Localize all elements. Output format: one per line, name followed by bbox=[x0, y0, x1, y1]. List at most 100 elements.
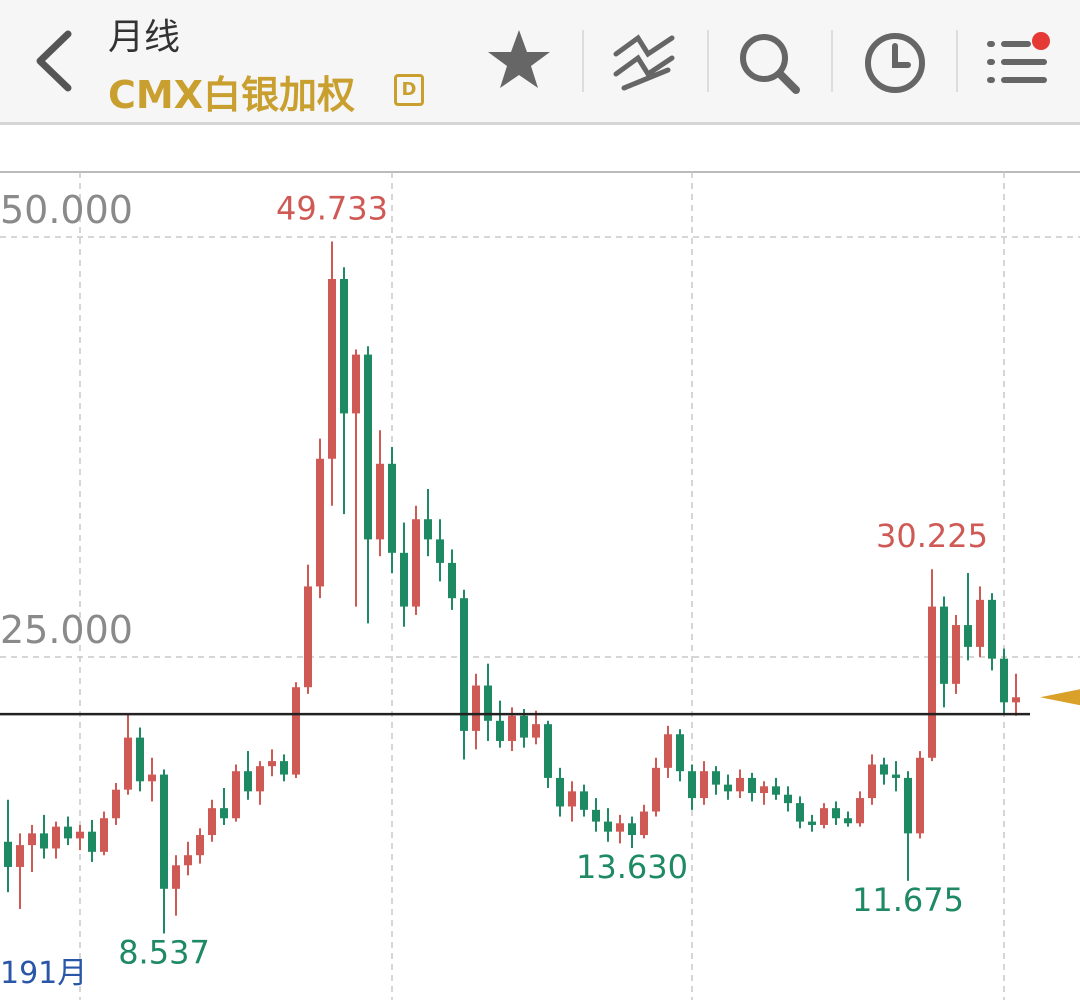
candle-body bbox=[28, 833, 36, 846]
candle-body bbox=[376, 463, 384, 540]
candle-body bbox=[520, 715, 528, 738]
divider bbox=[582, 30, 584, 92]
draw-button[interactable] bbox=[612, 32, 678, 92]
candle-body bbox=[280, 761, 288, 775]
candle-body bbox=[388, 463, 396, 553]
candle-body bbox=[724, 784, 732, 792]
candle-body bbox=[220, 808, 228, 819]
candle-body bbox=[412, 519, 420, 607]
candle-body bbox=[796, 803, 804, 822]
candle-body bbox=[316, 458, 324, 587]
candle-body bbox=[244, 771, 252, 792]
candle-body bbox=[748, 777, 756, 794]
candle-body bbox=[364, 354, 372, 540]
candle-body bbox=[856, 798, 864, 824]
candle-body bbox=[112, 789, 120, 819]
candle-body bbox=[1000, 658, 1008, 703]
candle-body bbox=[580, 791, 588, 810]
candle-body bbox=[436, 539, 444, 563]
divider bbox=[831, 30, 833, 92]
candle-body bbox=[820, 808, 828, 825]
candle-body bbox=[40, 833, 48, 849]
candle-body bbox=[640, 811, 648, 836]
extreme-label: 49.733 bbox=[276, 189, 388, 227]
candle-body bbox=[400, 552, 408, 607]
candle-body bbox=[844, 818, 852, 824]
candle-body bbox=[808, 821, 816, 825]
candle-body bbox=[592, 809, 600, 822]
extreme-label: 30.225 bbox=[876, 517, 988, 555]
candle-body bbox=[880, 764, 888, 775]
candle-body bbox=[712, 771, 720, 785]
candle-body bbox=[556, 777, 564, 807]
candle-body bbox=[868, 764, 876, 799]
candle-body bbox=[232, 771, 240, 819]
divider bbox=[707, 30, 709, 92]
search-button[interactable] bbox=[736, 30, 802, 96]
candle-body bbox=[976, 599, 984, 647]
candle-body bbox=[448, 562, 456, 599]
candle-body bbox=[568, 791, 576, 807]
candle-body bbox=[616, 823, 624, 832]
candle-body bbox=[64, 826, 72, 839]
candle-body bbox=[460, 598, 468, 731]
badge: D bbox=[394, 74, 424, 106]
candle-body bbox=[100, 818, 108, 852]
candle-body bbox=[472, 685, 480, 731]
candle-body bbox=[676, 734, 684, 772]
candle-body bbox=[760, 786, 768, 794]
candle-body bbox=[736, 777, 744, 792]
y-tick-label: 50.000 bbox=[0, 188, 133, 232]
candle-body bbox=[700, 771, 708, 799]
candle-body bbox=[88, 831, 96, 852]
candle-body bbox=[664, 734, 672, 768]
candle-body bbox=[172, 865, 180, 889]
candle-body bbox=[76, 831, 84, 839]
candle-body bbox=[208, 808, 216, 836]
candle-body bbox=[496, 720, 504, 741]
last-price-marker bbox=[1040, 689, 1080, 706]
candle-body bbox=[652, 767, 660, 812]
candle-body bbox=[784, 794, 792, 804]
candle-body bbox=[52, 826, 60, 849]
candle-body bbox=[988, 599, 996, 659]
candle-body bbox=[4, 841, 12, 867]
candle-body bbox=[256, 766, 264, 792]
candle-body bbox=[928, 606, 936, 758]
candle-body bbox=[832, 808, 840, 819]
candle-body bbox=[148, 774, 156, 782]
candle-body bbox=[352, 354, 360, 414]
candle-body bbox=[304, 586, 312, 688]
candle-body bbox=[424, 519, 432, 540]
candle-body bbox=[508, 715, 516, 741]
candle-body bbox=[16, 845, 24, 867]
candle-body bbox=[892, 774, 900, 778]
header: 月线 CMX白银加权 D bbox=[0, 0, 1080, 125]
divider bbox=[956, 30, 958, 92]
candle-body bbox=[124, 737, 132, 790]
candle-body bbox=[196, 835, 204, 856]
candle-body bbox=[268, 761, 276, 767]
menu-button[interactable] bbox=[984, 28, 1054, 90]
candle-body bbox=[184, 855, 192, 866]
candle-body bbox=[916, 757, 924, 834]
chart: 50.000 25.000 191月 49.733 30.225 8.537 13.630 1… bbox=[0, 171, 1080, 1000]
back-button[interactable] bbox=[28, 28, 78, 94]
extreme-label: 11.675 bbox=[852, 881, 964, 919]
candle-body bbox=[952, 625, 960, 684]
candle-body bbox=[604, 821, 612, 832]
candle-body bbox=[532, 724, 540, 738]
candle-body bbox=[292, 687, 300, 775]
candle-body bbox=[340, 279, 348, 414]
extreme-label: 13.630 bbox=[576, 848, 688, 886]
x-axis-label: 191月 bbox=[0, 956, 87, 991]
candle-body bbox=[328, 279, 336, 459]
favorite-button[interactable] bbox=[486, 28, 552, 94]
candle-body bbox=[544, 724, 552, 778]
period-label: 月线 bbox=[108, 17, 181, 58]
history-button[interactable] bbox=[862, 30, 928, 96]
candle-body bbox=[688, 771, 696, 799]
candle-body bbox=[904, 777, 912, 834]
candle-body bbox=[136, 737, 144, 782]
y-tick-label: 25.000 bbox=[0, 608, 133, 652]
